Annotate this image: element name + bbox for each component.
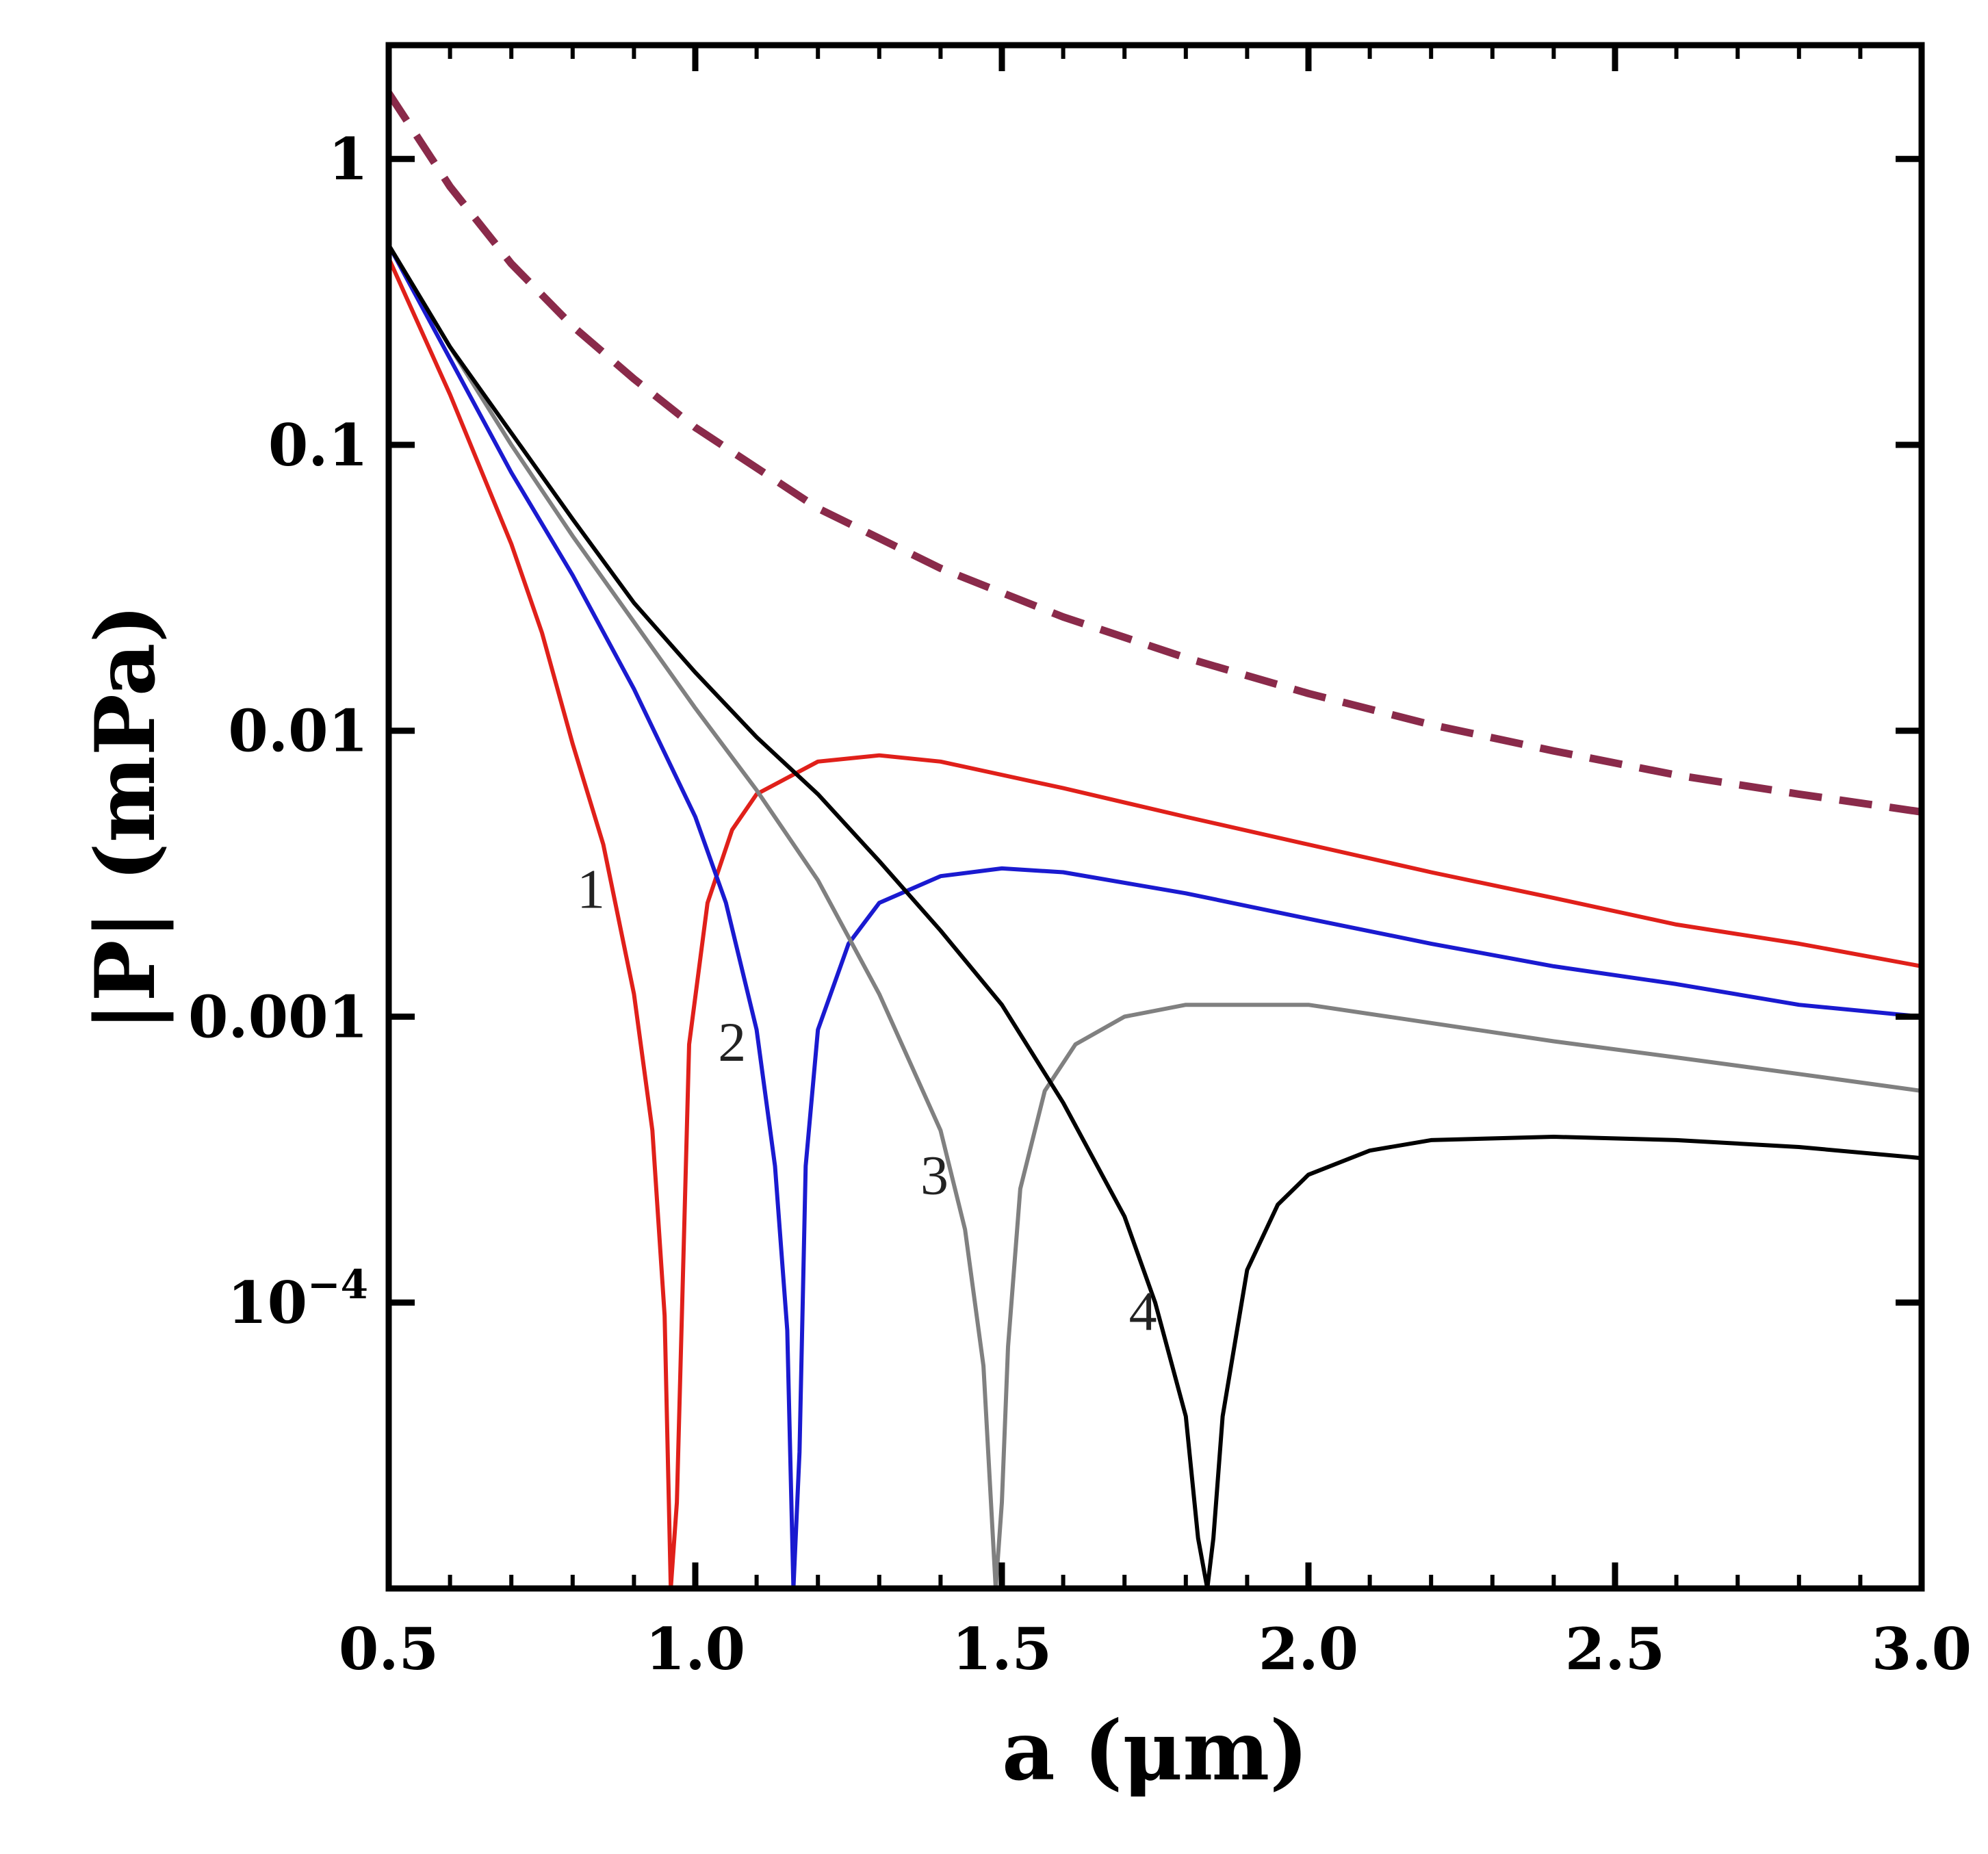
x-tick-label: 0.5 bbox=[339, 1615, 439, 1683]
y-tick-label: 0.1 bbox=[268, 411, 368, 479]
x-tick-labels: 0.5 1.0 1.5 2.0 2.5 3.0 bbox=[339, 1615, 1972, 1683]
series-curve-3 bbox=[389, 244, 1922, 1588]
series-layer bbox=[389, 90, 1922, 1588]
y-tick-label: 0.001 bbox=[188, 983, 368, 1051]
curve-labels: 1 2 3 4 bbox=[577, 858, 1157, 1343]
y-axis-title: |P| (mPa) bbox=[77, 604, 174, 1032]
series-dashed bbox=[389, 90, 1922, 816]
x-tick-label: 2.0 bbox=[1258, 1615, 1358, 1683]
x-tick-label: 1.0 bbox=[645, 1615, 745, 1683]
y-tick-labels: 1 0.1 0.01 0.001 10−4 bbox=[188, 125, 368, 1337]
curve-label-3: 3 bbox=[920, 1144, 948, 1206]
minor-ticks bbox=[448, 45, 1863, 1588]
series-curve-2 bbox=[389, 244, 1922, 1588]
curve-label-4: 4 bbox=[1129, 1280, 1157, 1343]
y-tick-label: 0.01 bbox=[228, 697, 368, 765]
curve-label-2: 2 bbox=[718, 1011, 746, 1073]
y-tick-label: 10−4 bbox=[227, 1261, 368, 1337]
x-tick-label: 2.5 bbox=[1565, 1615, 1665, 1683]
y-tick-label: 1 bbox=[328, 125, 368, 193]
major-ticks bbox=[385, 45, 1925, 1588]
x-tick-label: 1.5 bbox=[952, 1615, 1052, 1683]
series-curve-4 bbox=[389, 244, 1922, 1588]
series-curve-1 bbox=[389, 257, 1922, 1588]
x-tick-label: 3.0 bbox=[1872, 1615, 1972, 1683]
curve-label-1: 1 bbox=[577, 858, 605, 920]
plot-frame bbox=[385, 42, 1925, 1592]
x-axis-title: a (μm) bbox=[1002, 1703, 1308, 1799]
